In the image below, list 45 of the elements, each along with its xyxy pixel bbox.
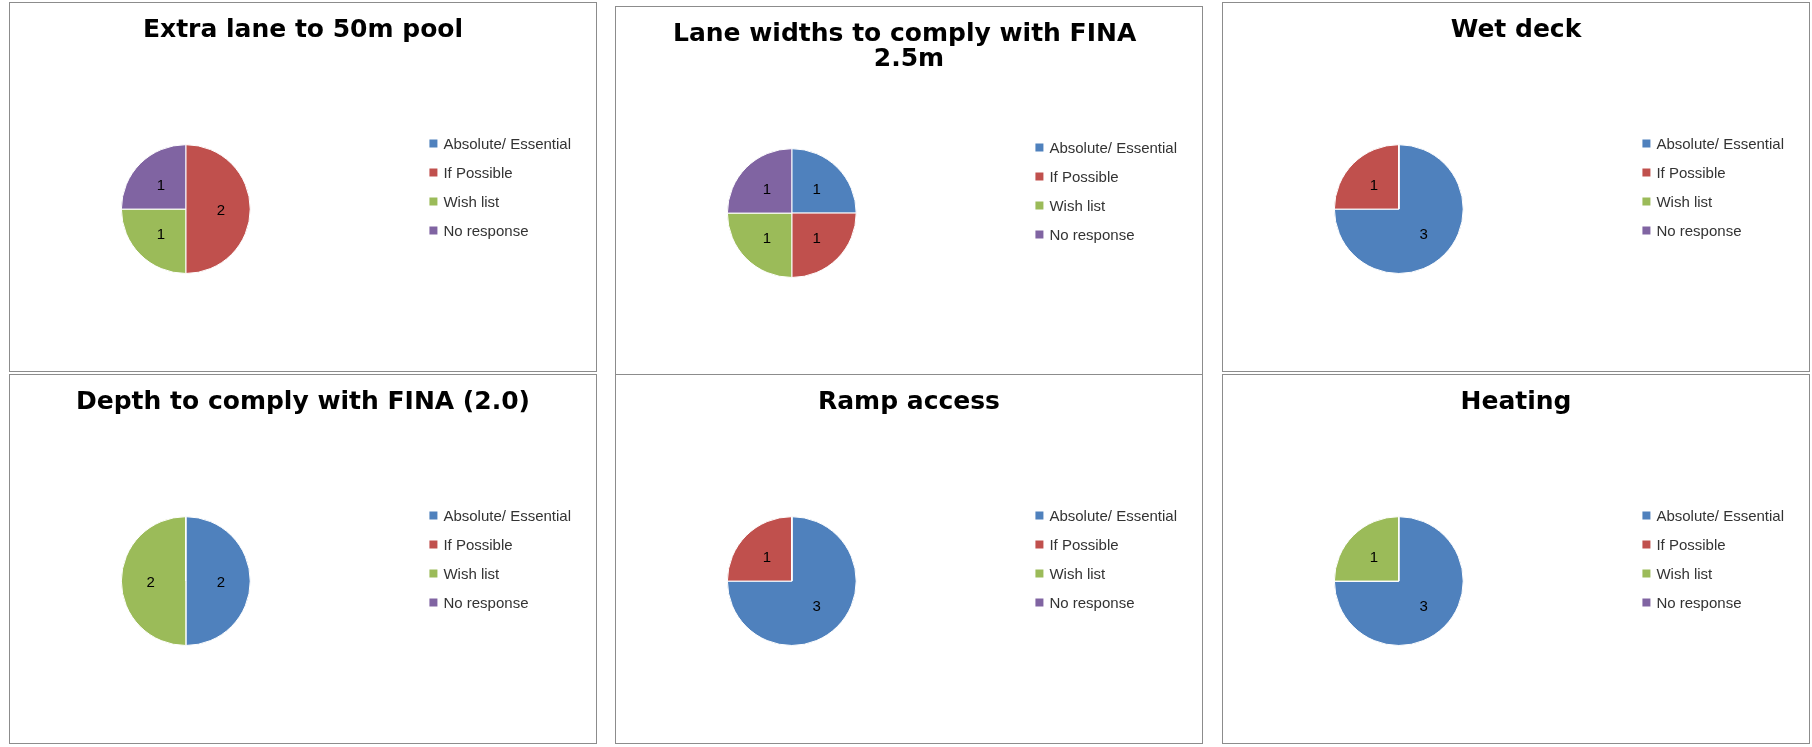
data-label: 2 <box>216 572 226 590</box>
legend-label: No response <box>443 222 529 239</box>
data-label: 1 <box>762 547 772 565</box>
chart-title: Extra lane to 50m pool <box>142 14 464 43</box>
chart-title: Ramp access <box>818 386 1000 415</box>
legend-label: No response <box>1049 594 1135 611</box>
legend-label: Wish list <box>1049 565 1107 582</box>
legend-label: Wish list <box>443 193 501 210</box>
legend-label: Wish list <box>1656 193 1714 210</box>
chart-title: Heating <box>1460 386 1572 415</box>
data-label: 1 <box>812 179 821 197</box>
data-label: 1 <box>762 229 772 247</box>
legend-label: No response <box>1049 226 1135 243</box>
data-label: 3 <box>812 597 821 615</box>
legend-label: Absolute/ Essential <box>1656 135 1784 152</box>
data-label: 1 <box>762 179 772 197</box>
data-label: 1 <box>156 175 166 193</box>
legend-label: If Possible <box>1049 536 1119 553</box>
legend-label: If Possible <box>1656 536 1726 553</box>
legend-label: No response <box>1656 222 1742 239</box>
data-label: 1 <box>812 229 821 247</box>
data-label: 2 <box>216 200 226 218</box>
legend-label: If Possible <box>1049 168 1119 185</box>
legend-label: If Possible <box>443 164 513 181</box>
legend-label: If Possible <box>1656 164 1726 181</box>
legend-label: Absolute/ Essential <box>443 507 571 524</box>
data-label: 2 <box>146 572 155 590</box>
chart-title: Lane widths to comply with FINA 2.5m <box>673 18 1145 72</box>
legend-label: If Possible <box>443 536 513 553</box>
legend-label: No response <box>443 594 529 611</box>
data-label: 1 <box>156 225 166 243</box>
legend-label: Wish list <box>1656 565 1714 582</box>
legend-label: No response <box>1656 594 1742 611</box>
legend-label: Wish list <box>1049 197 1107 214</box>
legend-label: Absolute/ Essential <box>1656 507 1784 524</box>
data-label: 3 <box>1419 597 1428 615</box>
data-label: 1 <box>1369 175 1379 193</box>
data-label: 1 <box>1369 547 1379 565</box>
legend-label: Wish list <box>443 565 501 582</box>
chart-title: Depth to comply with FINA (2.0) <box>75 386 531 415</box>
legend-label: Absolute/ Essential <box>443 135 571 152</box>
legend-label: Absolute/ Essential <box>1049 507 1177 524</box>
legend-label: Absolute/ Essential <box>1049 139 1177 156</box>
chart-title: Wet deck <box>1450 14 1583 43</box>
data-label: 3 <box>1419 225 1428 243</box>
